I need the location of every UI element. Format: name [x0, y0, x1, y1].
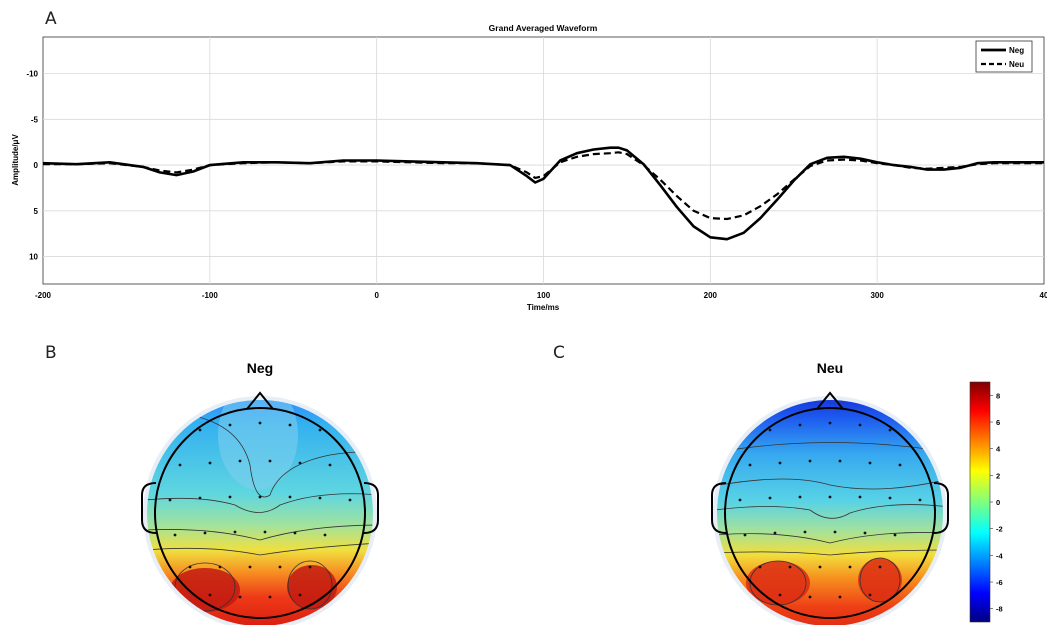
colorbar-tick-label: 2 [996, 471, 1000, 480]
colorbar: 8 6 4 2 0 -2 -4 -6 -8 [969, 381, 1003, 623]
topomap-label-neu: Neu [817, 360, 843, 376]
nose-outline [816, 391, 844, 410]
panel-label-c: C [553, 343, 565, 363]
x-tick-label: 40 [1040, 291, 1047, 300]
colorbar-tick-label: -8 [996, 605, 1003, 614]
colorbar-tick-label: -6 [996, 578, 1003, 587]
panel-label-a: A [45, 9, 57, 29]
left-ear-outline [141, 482, 157, 534]
right-ear-outline [363, 482, 379, 534]
colorbar-tick-label: 6 [996, 418, 1000, 427]
colorbar-tick-label: 0 [996, 498, 1000, 507]
legend-box [975, 40, 1033, 73]
x-tick-label: 100 [537, 291, 551, 300]
y-tick-label: -5 [31, 115, 39, 124]
chart-title: Grand Averaged Waveform [489, 23, 598, 33]
colorbar-tick-label: -2 [996, 525, 1003, 534]
grid-lines [43, 37, 1044, 284]
electrode-dots-neu [738, 421, 922, 599]
x-tick-label: -100 [202, 291, 219, 300]
y-tick-label: -10 [26, 70, 38, 79]
head-outline [724, 407, 936, 619]
x-axis-label: Time/ms [527, 303, 560, 312]
x-tick-label: 0 [374, 291, 379, 300]
panel-label-b: B [45, 343, 57, 363]
x-tick-label: 200 [704, 291, 718, 300]
legend: Neg Neu [975, 40, 1033, 73]
y-axis-label: Amplitude/μV [11, 134, 20, 186]
y-tick-label: 0 [34, 161, 39, 170]
y-tick-label: 10 [29, 253, 38, 262]
x-tick-label: 300 [870, 291, 884, 300]
topomap-neg: Neg [141, 360, 379, 625]
series-line-neu [43, 151, 1044, 221]
x-tick-label: -200 [35, 291, 52, 300]
colorbar-gradient [969, 381, 991, 623]
topomap-neu: Neu [711, 360, 949, 625]
right-ear-outline [933, 482, 949, 534]
left-ear-outline [711, 482, 727, 534]
legend-label-neg: Neg [1009, 46, 1024, 55]
electrode-dots-neg [168, 421, 352, 599]
y-tick-label: 5 [34, 207, 39, 216]
colorbar-tick-label: -4 [996, 551, 1003, 560]
colorbar-ticks: 8 6 4 2 0 -2 -4 -6 -8 [990, 391, 1003, 614]
waveform-chart: -200 -100 0 100 200 300 40 -10 -5 0 5 10 Grand Aver… [11, 23, 1047, 312]
topomap-label-neg: Neg [247, 360, 273, 376]
series-lines [42, 146, 1044, 241]
nose-outline [246, 391, 274, 410]
colorbar-tick-label: 4 [996, 445, 1001, 454]
legend-label-neu: Neu [1009, 60, 1024, 69]
head-outline [154, 407, 366, 619]
colorbar-tick-label: 8 [996, 391, 1000, 400]
tick-labels: -200 -100 0 100 200 300 40 -10 -5 0 5 10 [26, 70, 1047, 300]
